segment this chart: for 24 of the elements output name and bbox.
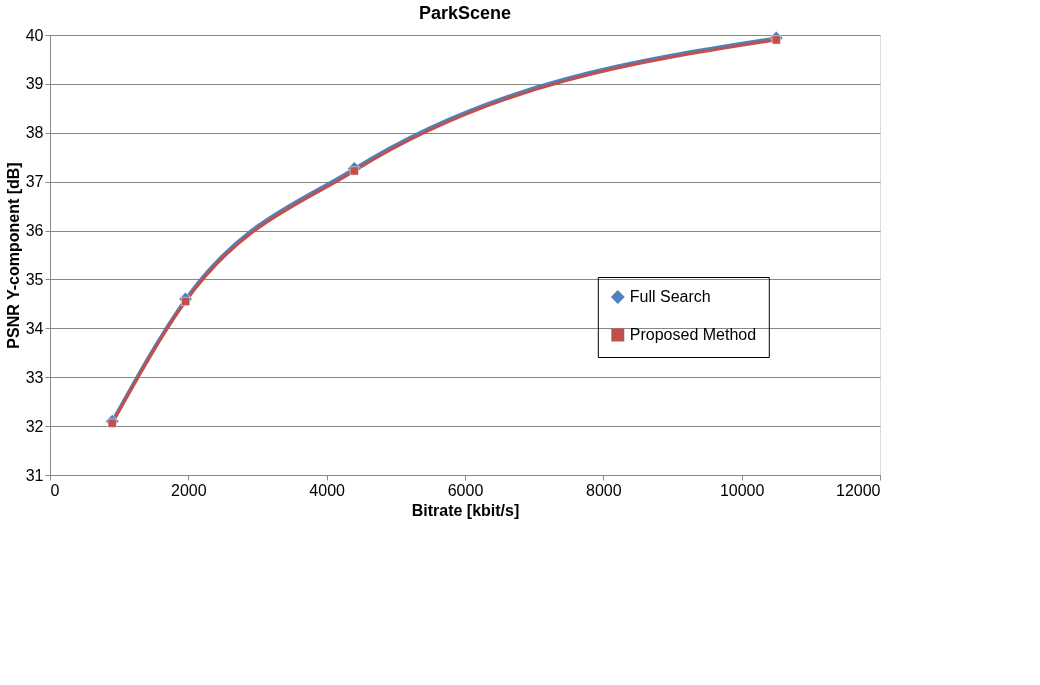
x-tick-label: 6000 — [447, 481, 484, 499]
y-axis-title: PSNR Y-component [dB] — [4, 162, 22, 349]
y-tick-label: 32 — [25, 417, 44, 435]
x-axis-title: Bitrate [kbit/s] — [411, 501, 520, 519]
x-tick-label: 12000 — [836, 481, 881, 499]
y-tick-label: 35 — [25, 270, 44, 288]
x-tick-label: 0 — [50, 481, 60, 499]
chart-title: ParkScene — [418, 3, 512, 23]
y-tick-label: 37 — [25, 173, 44, 191]
x-tick-label: 8000 — [586, 481, 622, 499]
y-tick-label: 33 — [25, 368, 44, 386]
legend-label: Proposed Method — [629, 326, 757, 343]
legend-label: Full Search — [629, 288, 711, 305]
point — [771, 35, 781, 45]
x-tick-label: 2000 — [171, 481, 207, 499]
y-tick-label: 39 — [25, 75, 44, 93]
y-tick-label: 34 — [25, 319, 44, 337]
x-tick-label: 4000 — [309, 481, 346, 499]
y-tick-label: 31 — [25, 466, 44, 484]
y-tick-label: 38 — [25, 124, 44, 142]
x-tick-label: 10000 — [719, 481, 765, 499]
point — [107, 418, 117, 428]
y-tick-label: 40 — [25, 26, 44, 44]
y-tick-label: 36 — [25, 222, 44, 240]
